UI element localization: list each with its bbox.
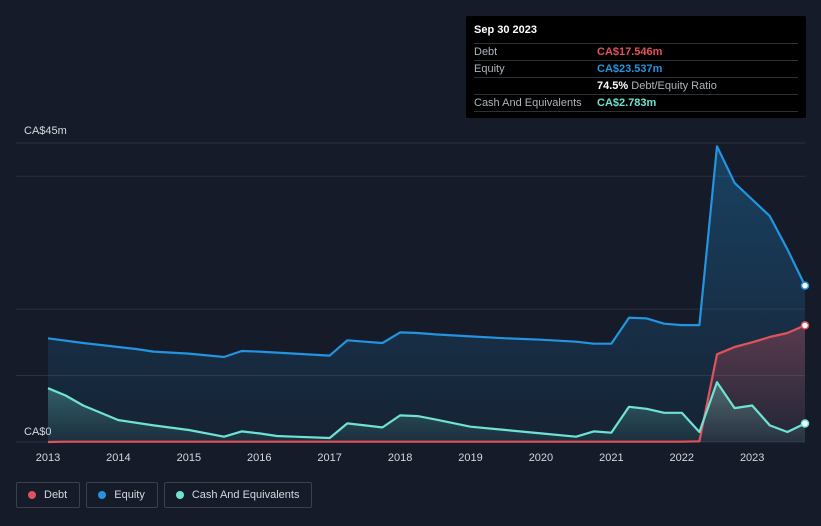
legend-item-cash[interactable]: Cash And Equivalents [163, 482, 313, 508]
series-areas [48, 146, 805, 443]
legend-label: Cash And Equivalents [191, 489, 300, 501]
tooltip-label: Debt [474, 46, 498, 58]
tooltip-row-ratio: 74.5% Debt/Equity Ratio [474, 77, 798, 94]
y-tick-label: CA$0 [24, 426, 52, 438]
legend-item-debt[interactable]: Debt [16, 482, 81, 508]
line-equity [47, 145, 806, 359]
x-tick-label: 2013 [36, 452, 60, 464]
tooltip-row-debt: Debt CA$17.546m [474, 43, 798, 60]
tooltip-ratio: 74.5% Debt/Equity Ratio [597, 78, 717, 94]
y-axis: CA$45m CA$0 [24, 125, 67, 438]
x-tick-label: 2022 [670, 452, 694, 464]
legend-label: Equity [114, 489, 145, 501]
y-tick-label: CA$45m [24, 125, 67, 137]
tooltip-row-equity: Equity CA$23.537m [474, 60, 798, 77]
end-marker-cash-and-equivalents [800, 419, 810, 428]
tooltip-value: CA$23.537m [597, 63, 663, 75]
line-debt [47, 324, 806, 444]
series-lines [47, 145, 806, 444]
x-tick-label: 2021 [599, 452, 623, 464]
end-marker-equity [800, 281, 810, 290]
tooltip-row-cash: Cash And Equivalents CA$2.783m [474, 94, 798, 112]
legend-item-equity[interactable]: Equity [86, 482, 158, 508]
x-tick-label: 2019 [458, 452, 482, 464]
x-tick-label: 2017 [317, 452, 341, 464]
line-cash-and-equivalents [47, 381, 806, 440]
x-tick-label: 2016 [247, 452, 271, 464]
x-tick-label: 2014 [106, 452, 130, 464]
tooltip-label [474, 78, 597, 94]
area-equity [48, 146, 805, 443]
x-tick-label: 2020 [529, 452, 553, 464]
tooltip-value: CA$2.783m [597, 97, 657, 109]
end-markers [800, 281, 810, 428]
tooltip-ratio-suffix: Debt/Equity Ratio [631, 80, 717, 92]
tooltip-value: 74.5% [597, 80, 629, 92]
end-marker-debt [800, 321, 810, 330]
legend-dot-icon [175, 491, 184, 499]
tooltip-value: CA$17.546m [597, 46, 663, 58]
tooltip-panel: Sep 30 2023 Debt CA$17.546m Equity CA$23… [466, 16, 806, 118]
legend-dot-icon [98, 491, 107, 499]
x-tick-label: 2015 [177, 452, 201, 464]
legend-label: Debt [44, 489, 68, 501]
x-axis: 2013 2014 2015 2016 2017 2018 2019 2020 2021 2022… [36, 452, 765, 464]
x-tick-label: 2018 [388, 452, 412, 464]
x-tick-label: 2023 [740, 452, 764, 464]
tooltip-label: Cash And Equivalents [474, 97, 582, 109]
legend: Debt Equity Cash And Equivalents [16, 482, 313, 508]
tooltip-label: Equity [474, 63, 505, 75]
tooltip-date: Sep 30 2023 [474, 24, 537, 36]
legend-dot-icon [28, 491, 36, 499]
